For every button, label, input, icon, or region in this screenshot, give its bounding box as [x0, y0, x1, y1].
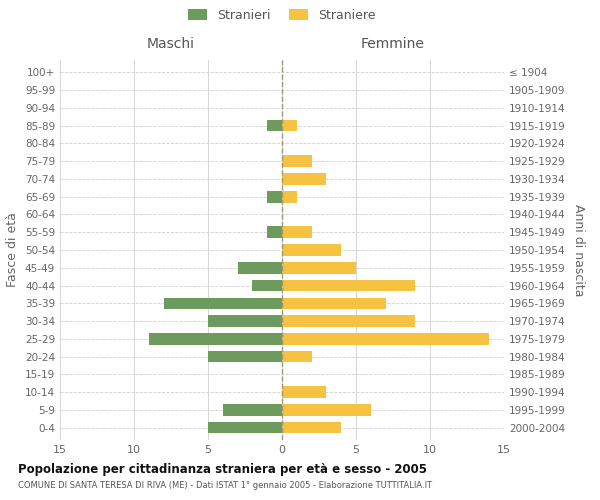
Bar — [282, 404, 371, 415]
Bar — [282, 156, 311, 167]
Bar — [282, 333, 489, 344]
Bar — [282, 244, 341, 256]
Bar — [282, 120, 297, 132]
Text: Maschi: Maschi — [147, 37, 195, 51]
Bar — [282, 386, 326, 398]
Bar — [238, 262, 282, 274]
Bar — [282, 298, 386, 309]
Bar — [149, 333, 282, 344]
Bar — [282, 422, 341, 434]
Bar — [208, 316, 282, 327]
Bar — [282, 262, 356, 274]
Bar — [282, 280, 415, 291]
Bar — [267, 226, 282, 238]
Bar — [282, 316, 415, 327]
Y-axis label: Anni di nascita: Anni di nascita — [572, 204, 585, 296]
Bar — [282, 173, 326, 184]
Bar — [164, 298, 282, 309]
Bar — [223, 404, 282, 415]
Bar — [282, 191, 297, 202]
Text: COMUNE DI SANTA TERESA DI RIVA (ME) - Dati ISTAT 1° gennaio 2005 - Elaborazione : COMUNE DI SANTA TERESA DI RIVA (ME) - Da… — [18, 481, 432, 490]
Bar — [208, 422, 282, 434]
Bar — [253, 280, 282, 291]
Bar — [282, 351, 311, 362]
Legend: Stranieri, Straniere: Stranieri, Straniere — [184, 4, 380, 27]
Text: Popolazione per cittadinanza straniera per età e sesso - 2005: Popolazione per cittadinanza straniera p… — [18, 462, 427, 475]
Bar — [282, 226, 311, 238]
Bar — [267, 191, 282, 202]
Text: Femmine: Femmine — [361, 37, 425, 51]
Bar — [208, 351, 282, 362]
Bar — [267, 120, 282, 132]
Y-axis label: Fasce di età: Fasce di età — [7, 212, 19, 288]
